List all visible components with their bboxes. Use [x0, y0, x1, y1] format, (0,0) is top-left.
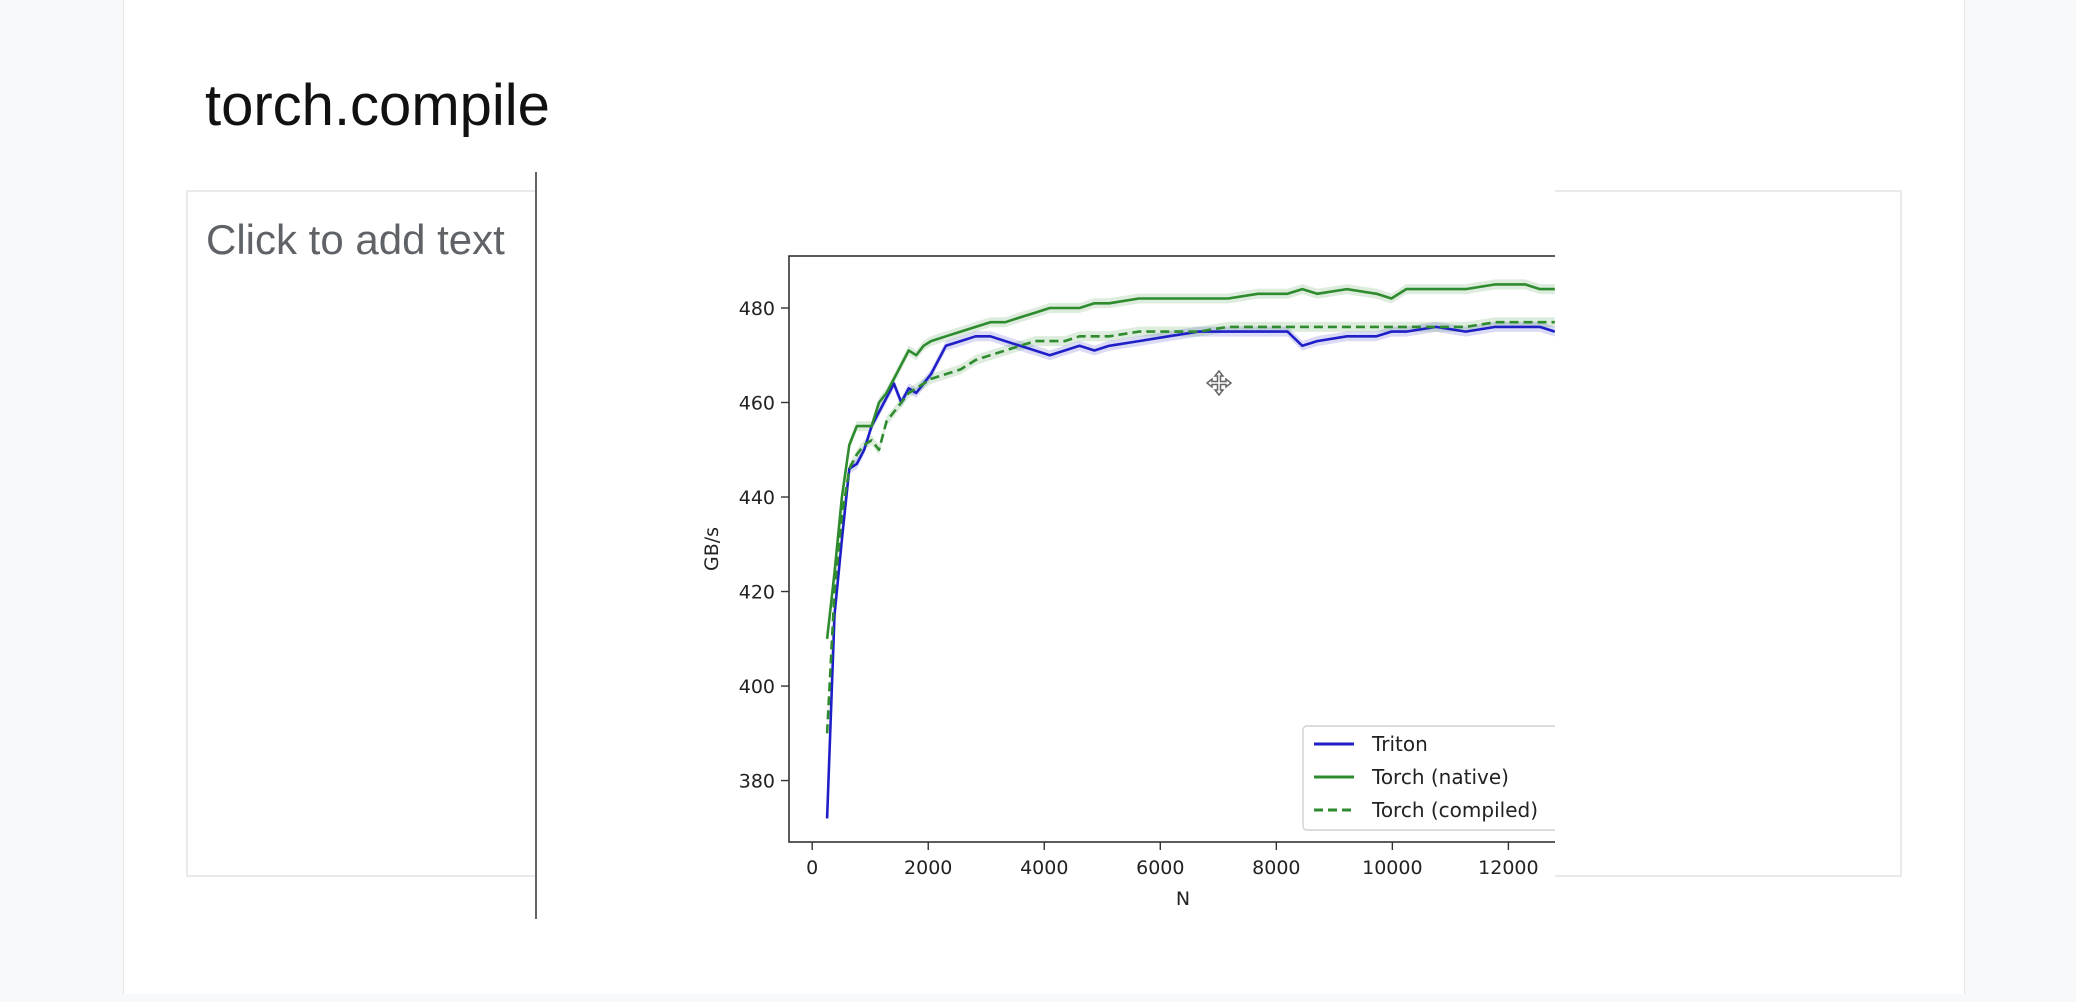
y-tick-label: 420 — [739, 582, 775, 604]
chart-image[interactable]: 0 2000 4000 6000 8000 10000 12000 380 400 420 440 4… — [535, 172, 1555, 919]
x-tick-label: 10000 — [1362, 857, 1422, 879]
slide-title[interactable]: torch.compile — [205, 73, 550, 138]
x-tick-label: 6000 — [1136, 857, 1184, 879]
x-tick-label: 2000 — [904, 857, 952, 879]
confidence-band — [827, 317, 1555, 739]
legend-entry-torch-compiled: Torch (compiled) — [1371, 798, 1538, 822]
x-tick-label: 0 — [806, 857, 818, 879]
legend-entry-triton: Triton — [1371, 732, 1428, 756]
chart: 0 2000 4000 6000 8000 10000 12000 380 400 420 440 4… — [701, 255, 1555, 910]
y-tick-label: 480 — [739, 298, 775, 320]
series-line-2 — [825, 320, 1555, 734]
slide-canvas[interactable]: torch.compile Click to add text 0 2000 400… — [123, 0, 1965, 994]
legend-box — [1302, 725, 1555, 831]
series-line-1 — [825, 283, 1555, 639]
x-tick-label: 12000 — [1478, 857, 1538, 879]
y-tick-label: 460 — [739, 393, 775, 415]
move-cursor-icon — [1205, 369, 1233, 397]
y-tick-label: 380 — [739, 771, 775, 793]
x-tick-label: 4000 — [1020, 857, 1068, 879]
plot-frame — [788, 255, 1555, 843]
legend-entry-torch-native: Torch (native) — [1371, 765, 1509, 789]
text-placeholder[interactable]: Click to add text — [206, 216, 505, 263]
y-axis-label: GB/s — [701, 527, 723, 571]
series-line-0 — [825, 325, 1555, 819]
x-tick-label: 8000 — [1252, 857, 1300, 879]
y-tick-label: 440 — [739, 487, 775, 509]
y-tick-label: 400 — [739, 676, 775, 698]
x-axis-label: N — [1176, 888, 1190, 910]
legend: Triton Torch (native) Torch (compiled) — [1302, 725, 1555, 831]
